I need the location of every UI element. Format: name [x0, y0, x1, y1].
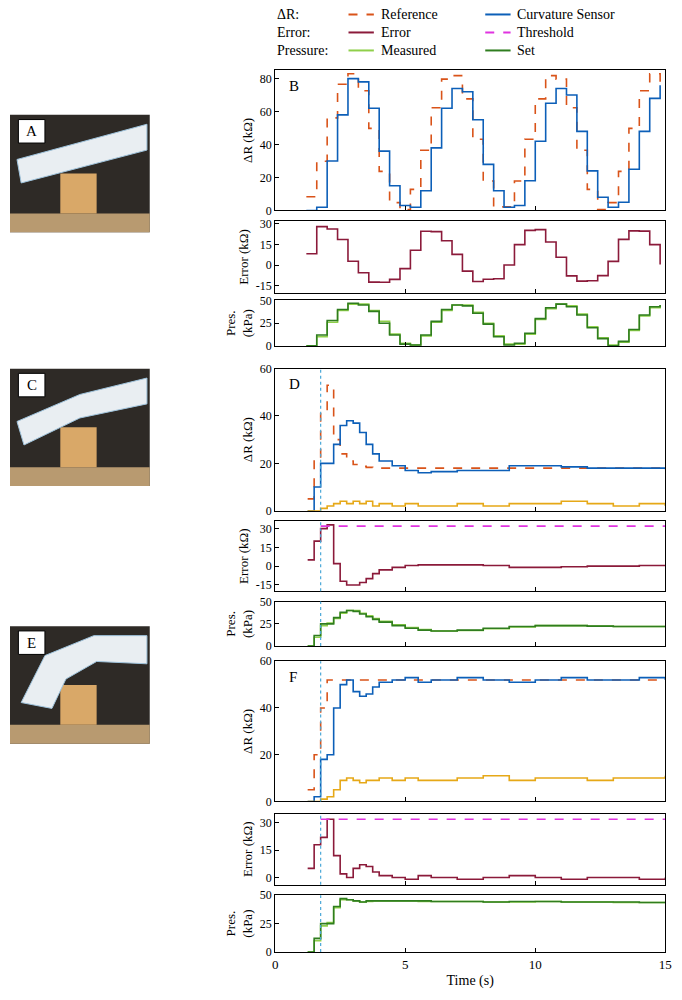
- svg-text:Reference: Reference: [381, 7, 438, 22]
- svg-text:ΔR (kΩ): ΔR (kΩ): [240, 417, 255, 462]
- svg-text:0: 0: [266, 945, 272, 959]
- svg-text:B: B: [289, 78, 299, 94]
- svg-text:20: 20: [260, 457, 272, 471]
- svg-text:30: 30: [260, 522, 272, 536]
- svg-text:Measured: Measured: [381, 43, 436, 58]
- svg-text:30: 30: [260, 816, 272, 830]
- svg-text:20: 20: [260, 171, 272, 185]
- svg-text:10: 10: [529, 957, 542, 972]
- svg-text:15: 15: [659, 957, 672, 972]
- svg-text:30: 30: [260, 217, 272, 231]
- svg-text:Error (kΩ): Error (kΩ): [240, 822, 255, 878]
- svg-text:60: 60: [260, 362, 272, 376]
- svg-text:0: 0: [266, 559, 272, 573]
- svg-text:Error:: Error:: [277, 25, 310, 40]
- svg-text:-15: -15: [256, 578, 272, 592]
- svg-text:ΔR (kΩ): ΔR (kΩ): [240, 118, 255, 163]
- svg-text:Error (kΩ): Error (kΩ): [236, 528, 251, 584]
- svg-text:50: 50: [260, 888, 272, 902]
- svg-text:C: C: [27, 377, 37, 393]
- svg-text:A: A: [26, 123, 37, 139]
- svg-text:0: 0: [266, 795, 272, 809]
- svg-text:F: F: [289, 669, 297, 685]
- svg-text:25: 25: [260, 316, 272, 330]
- svg-text:25: 25: [260, 617, 272, 631]
- svg-text:0: 0: [266, 258, 272, 272]
- svg-text:25: 25: [260, 917, 272, 931]
- svg-text:40: 40: [260, 409, 272, 423]
- svg-text:0: 0: [266, 339, 272, 353]
- svg-text:0: 0: [266, 871, 272, 885]
- svg-text:60: 60: [260, 654, 272, 668]
- svg-text:ΔR:: ΔR:: [277, 7, 299, 22]
- svg-text:Error: Error: [381, 25, 411, 40]
- svg-text:Curvature Sensor: Curvature Sensor: [517, 7, 615, 22]
- svg-text:40: 40: [260, 138, 272, 152]
- svg-text:0: 0: [266, 204, 272, 218]
- svg-text:Pres.(kPa): Pres.(kPa): [223, 610, 255, 638]
- svg-text:15: 15: [260, 843, 272, 857]
- svg-text:80: 80: [260, 72, 272, 86]
- svg-text:15: 15: [260, 541, 272, 555]
- svg-text:D: D: [289, 376, 300, 392]
- svg-text:Time (s): Time (s): [447, 973, 495, 989]
- svg-text:60: 60: [260, 105, 272, 119]
- svg-text:40: 40: [260, 701, 272, 715]
- svg-text:50: 50: [260, 595, 272, 609]
- svg-text:5: 5: [402, 957, 409, 972]
- svg-text:50: 50: [260, 294, 272, 308]
- svg-text:0: 0: [266, 504, 272, 518]
- svg-text:ΔR (kΩ): ΔR (kΩ): [240, 709, 255, 754]
- svg-text:Pressure:: Pressure:: [277, 43, 328, 58]
- svg-text:0: 0: [272, 957, 279, 972]
- svg-text:Pres.(kPa): Pres.(kPa): [223, 309, 255, 337]
- svg-text:E: E: [27, 635, 36, 651]
- svg-text:0: 0: [266, 639, 272, 653]
- svg-text:15: 15: [260, 238, 272, 252]
- svg-text:Set: Set: [517, 43, 535, 58]
- svg-text:Pres.(kPa): Pres.(kPa): [223, 910, 255, 938]
- svg-text:Threshold: Threshold: [517, 25, 574, 40]
- svg-text:Error (kΩ): Error (kΩ): [236, 229, 251, 285]
- svg-text:-15: -15: [256, 279, 272, 293]
- svg-text:20: 20: [260, 748, 272, 762]
